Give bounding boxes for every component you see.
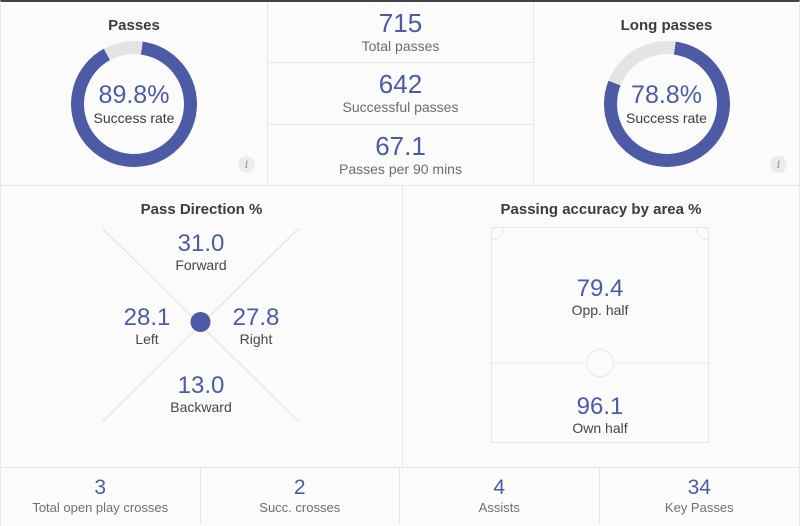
info-icon[interactable]: i bbox=[770, 156, 787, 173]
long-passes-success-rate-label: Success rate bbox=[626, 110, 707, 126]
opp-half-stat: 79.4 Opp. half bbox=[566, 275, 634, 318]
total-open-play-crosses-value: 3 bbox=[94, 476, 107, 499]
pass-direction-title: Pass Direction % bbox=[140, 201, 263, 218]
long-passes-donut-hole: 78.8% Success rate bbox=[616, 54, 717, 154]
info-icon[interactable]: i bbox=[238, 156, 255, 173]
total-passes-label: Total passes bbox=[361, 38, 440, 55]
passes-per-90-cell: 67.1 Passes per 90 mins bbox=[268, 123, 533, 185]
center-dot bbox=[190, 312, 211, 332]
top-row: Passes 89.8% Success rate i 715 Total pa… bbox=[1, 2, 799, 185]
long-passes-donut-chart: 78.8% Success rate bbox=[603, 41, 730, 167]
key-passes-cell: 34 Key Passes bbox=[600, 468, 800, 524]
successful-passes-value: 642 bbox=[378, 69, 423, 100]
key-passes-label: Key Passes bbox=[664, 500, 734, 515]
backward-stat: 13.0 Backward bbox=[165, 372, 237, 415]
passes-success-rate-value: 89.8% bbox=[98, 81, 170, 109]
assists-value: 4 bbox=[493, 476, 506, 499]
total-passes-value: 715 bbox=[378, 8, 423, 39]
own-half-stat: 96.1 Own half bbox=[567, 393, 633, 436]
opp-half-label: Opp. half bbox=[571, 302, 629, 318]
pitch-center-circle bbox=[586, 349, 614, 377]
pass-direction-panel: Pass Direction % 31.0 Forward 28.1 Left … bbox=[1, 186, 403, 467]
passes-per-90-label: Passes per 90 mins bbox=[339, 160, 462, 177]
backward-label: Backward bbox=[170, 399, 232, 415]
backward-value: 13.0 bbox=[177, 372, 225, 399]
right-label: Right bbox=[239, 331, 273, 347]
succ-crosses-cell: 2 Succ. crosses bbox=[201, 468, 400, 524]
successful-passes-cell: 642 Successful passes bbox=[268, 62, 533, 123]
long-passes-title: Long passes bbox=[620, 17, 713, 34]
passes-donut-hole: 89.8% Success rate bbox=[84, 54, 184, 154]
right-value: 27.8 bbox=[232, 304, 280, 331]
passes-success-rate-label: Success rate bbox=[93, 110, 175, 126]
direction-x-diagram bbox=[102, 228, 299, 422]
forward-label: Forward bbox=[175, 257, 227, 273]
footer-stats-row: 3 Total open play crosses 2 Succ. crosse… bbox=[1, 467, 799, 524]
succ-crosses-label: Succ. crosses bbox=[259, 500, 341, 515]
left-stat: 28.1 Left bbox=[118, 304, 176, 347]
assists-cell: 4 Assists bbox=[400, 468, 600, 524]
pitch-graphic bbox=[491, 227, 709, 443]
right-stat: 27.8 Right bbox=[227, 304, 285, 347]
key-passes-value: 34 bbox=[687, 476, 711, 499]
own-half-label: Own half bbox=[572, 420, 628, 436]
successful-passes-label: Successful passes bbox=[342, 99, 459, 116]
assists-label: Assists bbox=[478, 500, 520, 515]
pass-totals-panel: 715 Total passes 642 Successful passes 6… bbox=[268, 2, 534, 185]
long-passes-panel: Long passes 78.8% Success rate i bbox=[534, 2, 799, 185]
passing-accuracy-area-panel: Passing accuracy by area % 79.4 Opp. hal… bbox=[403, 186, 799, 467]
opp-half-value: 79.4 bbox=[576, 275, 624, 302]
total-open-play-crosses-cell: 3 Total open play crosses bbox=[1, 468, 201, 524]
forward-value: 31.0 bbox=[177, 230, 225, 257]
total-passes-cell: 715 Total passes bbox=[268, 2, 533, 62]
forward-stat: 31.0 Forward bbox=[170, 230, 232, 273]
middle-row: Pass Direction % 31.0 Forward 28.1 Left … bbox=[1, 185, 799, 467]
total-open-play-crosses-label: Total open play crosses bbox=[32, 500, 169, 515]
passes-donut-chart: 89.8% Success rate bbox=[71, 41, 197, 167]
passes-panel: Passes 89.8% Success rate i bbox=[1, 2, 268, 185]
own-half-value: 96.1 bbox=[576, 393, 624, 420]
left-value: 28.1 bbox=[123, 304, 171, 331]
passes-title: Passes bbox=[108, 17, 160, 34]
pitch-diagram: 79.4 Opp. half 96.1 Own half bbox=[491, 227, 709, 443]
long-passes-success-rate-value: 78.8% bbox=[631, 81, 702, 109]
left-label: Left bbox=[135, 331, 159, 347]
succ-crosses-value: 2 bbox=[293, 476, 306, 499]
passes-per-90-value: 67.1 bbox=[375, 130, 426, 161]
passing-accuracy-title: Passing accuracy by area % bbox=[500, 201, 702, 218]
